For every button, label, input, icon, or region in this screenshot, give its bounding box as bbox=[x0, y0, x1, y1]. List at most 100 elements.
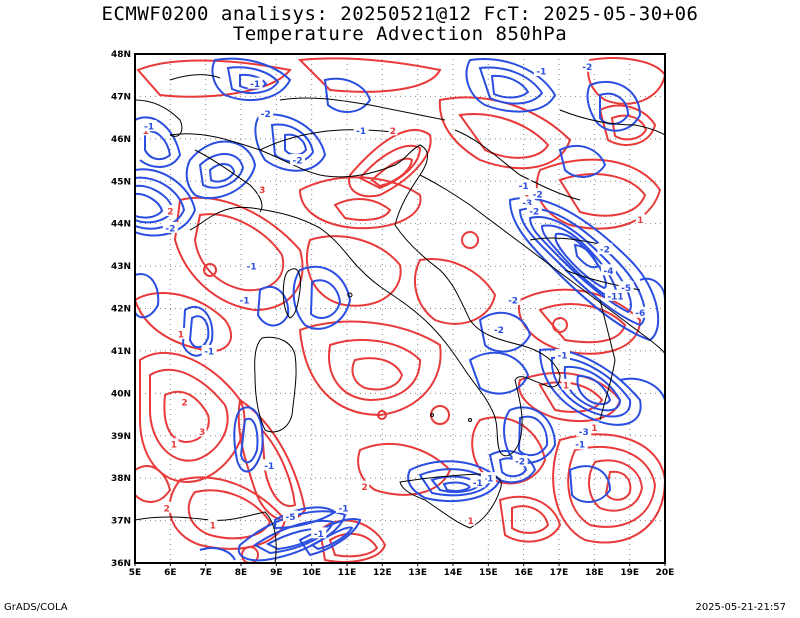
lat-tick-label: 46N bbox=[111, 135, 131, 145]
cold-contour-label-bg bbox=[470, 476, 486, 488]
lat-tick-label: 40N bbox=[111, 389, 131, 399]
lon-tick-label: 12E bbox=[373, 568, 392, 578]
cold-contour-label: -1 bbox=[575, 441, 585, 451]
cold-contour-label: -1 bbox=[356, 127, 366, 137]
lat-tick-label: 44N bbox=[111, 220, 131, 230]
cold-contour-label: -1 bbox=[250, 80, 260, 90]
cold-contour-label-bg bbox=[282, 510, 298, 522]
cold-contour-label: -5 bbox=[621, 284, 631, 294]
lon-tick-label: 11E bbox=[338, 568, 357, 578]
lon-tick-label: 18E bbox=[585, 568, 604, 578]
cold-advection-contours bbox=[135, 57, 665, 562]
cold-contour-label-bg bbox=[311, 527, 327, 539]
cold-contour-label-bg bbox=[530, 187, 546, 199]
cold-contour-label: -1 bbox=[314, 530, 324, 540]
cold-contour-label-bg bbox=[505, 294, 521, 306]
cold-contour-label: -1 bbox=[264, 462, 274, 472]
warm-contour-label: 2 bbox=[362, 483, 368, 493]
lon-tick-label: 16E bbox=[514, 568, 533, 578]
lat-tick-label: 47N bbox=[111, 92, 131, 102]
cold-contour-label: -2 bbox=[582, 63, 592, 73]
warm-contour-label: 1 bbox=[142, 127, 148, 137]
cold-contour-label-bg bbox=[258, 107, 274, 119]
warm-contour-label: 1 bbox=[468, 517, 474, 527]
cold-contour-label: -2 bbox=[600, 246, 610, 256]
lon-tick-label: 13E bbox=[408, 568, 427, 578]
lon-tick-label: 14E bbox=[444, 568, 463, 578]
cold-contour-label: -1 bbox=[483, 475, 493, 485]
lon-tick-label: 17E bbox=[550, 568, 569, 578]
lat-tick-label: 42N bbox=[111, 305, 131, 315]
warm-contour-label: 2 bbox=[390, 127, 396, 137]
cold-contour-label: -11 bbox=[607, 292, 623, 302]
lon-tick-label: 8E bbox=[235, 568, 247, 578]
warm-contour-label: 1 bbox=[178, 330, 184, 340]
lon-tick-label: 10E bbox=[302, 568, 321, 578]
warm-contour-label-bg bbox=[179, 395, 189, 407]
lon-tick-label: 15E bbox=[479, 568, 498, 578]
cold-contour-label: -6 bbox=[635, 309, 645, 319]
warm-contour-label: 2 bbox=[167, 207, 173, 217]
warm-contour-label-bg bbox=[257, 183, 267, 195]
cold-contour-label-bg bbox=[491, 323, 507, 335]
plot-frame bbox=[134, 53, 666, 564]
cold-contour-label: -2 bbox=[515, 458, 525, 468]
warm-contour-label: 2 bbox=[181, 398, 187, 408]
lon-tick-label: 20E bbox=[656, 568, 675, 578]
warm-contour-label: 3 bbox=[259, 186, 265, 196]
footer-credit: GrADS/COLA bbox=[4, 602, 68, 613]
cold-contour-label-bg bbox=[618, 281, 634, 293]
cold-contour-label: -5 bbox=[285, 513, 295, 523]
cold-contour-label-bg bbox=[162, 221, 178, 233]
cold-contour-label-bg bbox=[526, 204, 542, 216]
warm-contour-label: 1 bbox=[210, 521, 216, 531]
cold-contour-label: -2 bbox=[165, 224, 175, 234]
cold-contour-label: -1 bbox=[144, 123, 154, 133]
cold-contour-label: -3 bbox=[579, 428, 589, 438]
warm-contour-label: 1 bbox=[563, 381, 569, 391]
lon-tick-label: 7E bbox=[199, 568, 211, 578]
cold-contour-label-bg bbox=[533, 64, 549, 76]
cold-contour-label-bg bbox=[572, 438, 588, 450]
cold-contour-label-bg bbox=[201, 344, 217, 356]
lon-tick-label: 6E bbox=[164, 568, 176, 578]
cold-contour-label-bg bbox=[244, 260, 260, 272]
warm-contour-label: 1 bbox=[637, 216, 643, 226]
cold-contour-label: -1 bbox=[204, 347, 214, 357]
warm-contour-label-bg bbox=[176, 327, 186, 339]
warm-contour-label-bg bbox=[388, 124, 398, 136]
cold-contour-label: -1 bbox=[247, 263, 257, 273]
lat-tick-label: 38N bbox=[111, 474, 131, 484]
warm-contour-label: 3 bbox=[199, 428, 205, 438]
warm-contour-label-bg bbox=[208, 518, 218, 530]
warm-contour-label-bg bbox=[466, 514, 476, 526]
map-title-line2: Temperature Advection 850hPa bbox=[232, 23, 568, 45]
cold-contour-label: -1 bbox=[558, 352, 568, 362]
cold-contour-label: -2 bbox=[508, 297, 518, 307]
cold-contour-label-bg bbox=[261, 459, 277, 471]
map-title-line1: ECMWF0200 analisys: 20250521@12 FcT: 202… bbox=[101, 3, 699, 25]
cold-contour-label: -1 bbox=[473, 479, 483, 489]
warm-contour-label: 1 bbox=[171, 441, 177, 451]
cold-contour-label: -3 bbox=[522, 199, 532, 209]
cold-contour-label-bg bbox=[353, 124, 369, 136]
warm-contour-label-bg bbox=[360, 480, 370, 492]
cold-contour-label: -2 bbox=[529, 207, 539, 217]
lat-tick-label: 45N bbox=[111, 177, 131, 187]
cold-contour-label-bg bbox=[632, 306, 648, 318]
lon-tick-label: 5E bbox=[129, 568, 141, 578]
cold-contour-label-bg bbox=[516, 179, 532, 191]
cold-contour-label-bg bbox=[480, 472, 496, 484]
cold-contour-label-bg bbox=[237, 294, 253, 306]
cold-contour-label-bg bbox=[605, 289, 627, 301]
warm-contour-label-bg bbox=[162, 501, 172, 513]
warm-contour-label-bg bbox=[561, 378, 571, 390]
cold-contour-label-bg bbox=[512, 455, 528, 467]
warm-advection-contours bbox=[135, 57, 665, 563]
lat-tick-label: 41N bbox=[111, 347, 131, 357]
lat-tick-label: 37N bbox=[111, 517, 131, 527]
cold-contour-label: -1 bbox=[338, 504, 348, 514]
cold-contour-label: -1 bbox=[519, 182, 529, 192]
warm-contour-label: 1 bbox=[591, 424, 597, 434]
